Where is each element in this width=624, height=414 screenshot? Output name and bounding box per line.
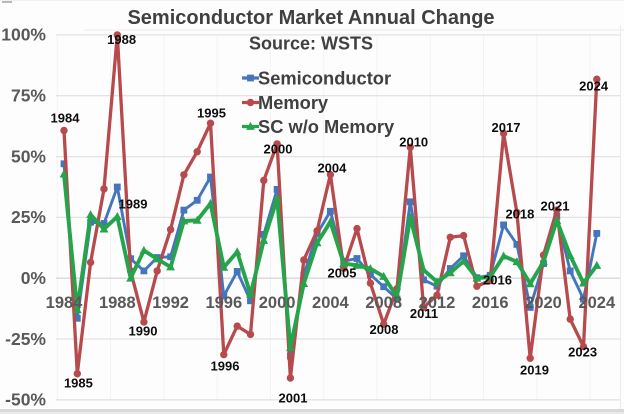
- svg-text:2005: 2005: [328, 265, 357, 280]
- svg-text:25%: 25%: [11, 207, 46, 227]
- svg-text:2019: 2019: [520, 362, 549, 377]
- svg-text:1989: 1989: [119, 196, 148, 211]
- svg-text:1984: 1984: [51, 110, 81, 125]
- svg-text:1988: 1988: [99, 294, 136, 312]
- svg-text:Semiconductor Market Annual Ch: Semiconductor Market Annual Change: [127, 7, 494, 29]
- svg-text:2012: 2012: [419, 294, 456, 312]
- svg-text:2021: 2021: [541, 198, 570, 213]
- svg-text:2004: 2004: [317, 160, 347, 175]
- svg-text:Semiconductor: Semiconductor: [258, 68, 391, 89]
- svg-text:2016: 2016: [472, 294, 509, 312]
- svg-text:2017: 2017: [492, 120, 521, 135]
- svg-text:2018: 2018: [505, 206, 534, 221]
- svg-text:0%: 0%: [21, 268, 47, 288]
- svg-text:2023: 2023: [568, 344, 597, 359]
- svg-text:1988: 1988: [107, 32, 136, 47]
- svg-text:2016: 2016: [483, 272, 512, 287]
- svg-text:75%: 75%: [11, 86, 46, 106]
- svg-text:1996: 1996: [205, 294, 242, 312]
- svg-text:Source: WSTS: Source: WSTS: [249, 34, 373, 54]
- svg-text:SC w/o Memory: SC w/o Memory: [258, 116, 395, 137]
- svg-text:1990: 1990: [129, 323, 158, 338]
- svg-text:2024: 2024: [579, 78, 609, 93]
- svg-text:2010: 2010: [399, 134, 428, 149]
- svg-text:Memory: Memory: [258, 92, 329, 113]
- svg-text:2000: 2000: [264, 141, 293, 156]
- svg-text:2011: 2011: [410, 306, 438, 321]
- svg-text:1996: 1996: [211, 358, 240, 373]
- svg-text:2001: 2001: [279, 390, 308, 405]
- svg-text:2024: 2024: [578, 294, 616, 312]
- svg-text:1985: 1985: [64, 375, 93, 390]
- svg-text:2008: 2008: [365, 294, 402, 312]
- svg-text:2000: 2000: [259, 294, 296, 312]
- svg-text:2020: 2020: [525, 294, 562, 312]
- svg-text:2004: 2004: [312, 294, 350, 312]
- svg-text:-50%: -50%: [5, 390, 46, 410]
- svg-text:50%: 50%: [11, 146, 46, 166]
- svg-text:-25%: -25%: [5, 329, 46, 349]
- svg-text:1995: 1995: [197, 105, 226, 120]
- svg-text:100%: 100%: [1, 25, 46, 45]
- svg-text:1992: 1992: [152, 294, 189, 312]
- svg-text:1984: 1984: [46, 294, 84, 312]
- svg-text:2008: 2008: [370, 322, 399, 337]
